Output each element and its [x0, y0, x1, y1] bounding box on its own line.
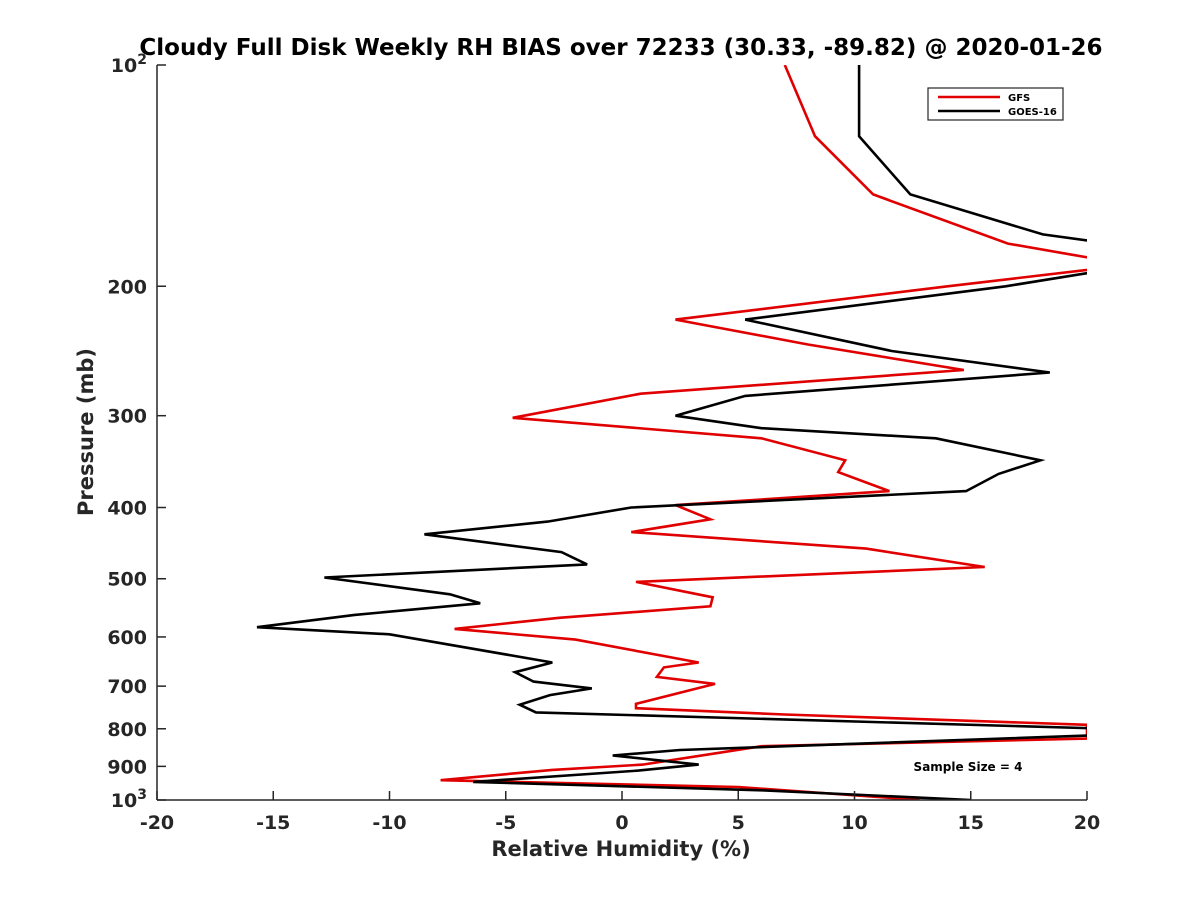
y-tick-label: 400	[107, 498, 147, 520]
x-tick-label: -10	[372, 812, 406, 834]
series-line-gfs	[440, 65, 1087, 800]
y-tick-label: 600	[107, 627, 147, 649]
y-tick-label: 300	[107, 406, 147, 428]
x-tick-label: 5	[732, 812, 745, 834]
x-axis-label: Relative Humidity (%)	[491, 837, 750, 861]
y-tick-label: 500	[107, 569, 147, 591]
y-tick-label: 700	[107, 676, 147, 698]
y-tick-labels: 102 200 300 400 500 600 700 800 900 103	[107, 52, 147, 812]
x-tick-label: 10	[841, 812, 867, 834]
legend-label-goes16: GOES-16	[1008, 107, 1057, 118]
x-tick-label: -5	[495, 812, 516, 834]
y-axis-label: Pressure (mb)	[74, 348, 98, 516]
y-tick-label: 200	[107, 276, 147, 298]
x-tick-labels: -20 -15 -10 -5 0 5 10 15 20	[140, 812, 1100, 834]
legend-box	[927, 87, 1064, 121]
x-tick-label: 0	[615, 812, 628, 834]
y-tick-label: 800	[107, 719, 147, 741]
series-line-goes16	[256, 65, 1087, 800]
sample-size-annotation: Sample Size = 4	[914, 760, 1023, 774]
y-tick-label: 102	[111, 52, 147, 77]
axes	[156, 64, 1088, 801]
legend: GFS GOES-16	[927, 87, 1064, 121]
y-tick-label: 900	[107, 756, 147, 778]
x-tick-label: 20	[1074, 812, 1100, 834]
x-tick-label: 15	[958, 812, 984, 834]
legend-label-gfs: GFS	[1008, 93, 1030, 104]
series-layer	[256, 65, 1087, 800]
x-tick-label: -20	[140, 812, 174, 834]
y-tick-label: 103	[111, 787, 147, 812]
x-tick-label: -15	[256, 812, 290, 834]
chart-title: Cloudy Full Disk Weekly RH BIAS over 722…	[139, 35, 1102, 61]
